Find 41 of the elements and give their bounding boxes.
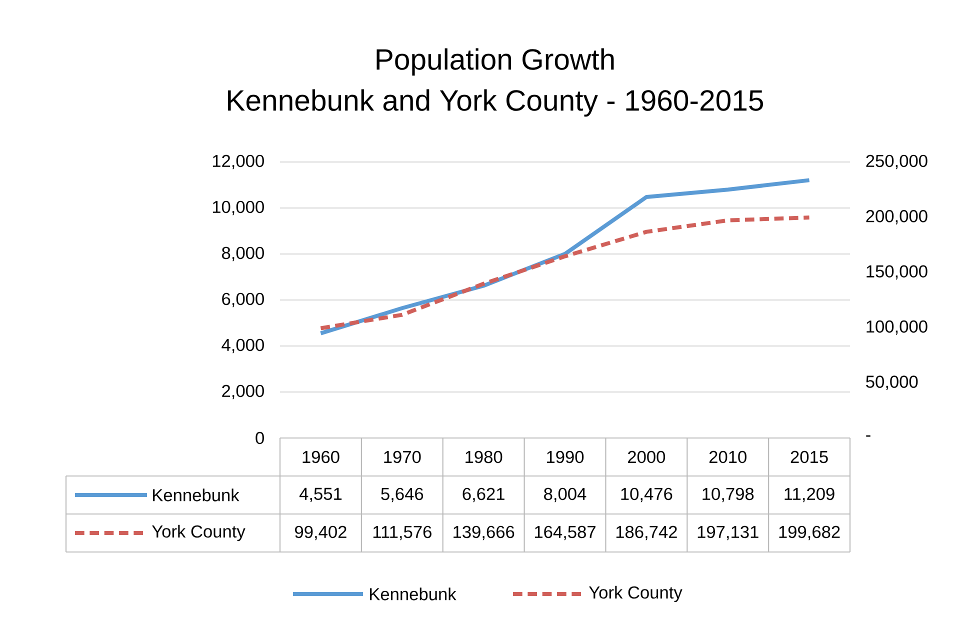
- x-tick-label: 1970: [384, 450, 421, 464]
- data-label: 5,646: [381, 488, 424, 502]
- y2-tick-label: 100,000: [866, 320, 928, 335]
- y-tick-label: 6,000: [222, 292, 264, 308]
- data-label: 199,682: [779, 526, 840, 540]
- chart-subtitle: Kennebunk and York County - 1960-2015: [228, 89, 764, 117]
- x-tick-label: 2000: [628, 450, 666, 464]
- text: Kennebunk: [370, 588, 456, 600]
- legend-label: York County: [152, 524, 246, 542]
- y2-tick-label: 250,000: [866, 154, 928, 170]
- data-label: 11,209: [784, 488, 834, 502]
- data-label: 10,798: [702, 488, 754, 502]
- y2-tick-label: -: [866, 435, 870, 437]
- y2-tick-label: 200,000: [866, 210, 928, 224]
- y-tick-label: 2,000: [222, 384, 264, 400]
- y-tick-label: 0: [256, 432, 264, 444]
- text: York County: [588, 586, 682, 602]
- y-tick-label: 12,000: [212, 154, 264, 170]
- data-label: 10,476: [621, 488, 672, 502]
- x-tick-label: 1960: [302, 450, 340, 464]
- x-tick-label: 1990: [547, 450, 584, 464]
- line-series: [318, 216, 812, 330]
- data-label: 139,666: [454, 526, 514, 540]
- x-tick-label: 2010: [709, 450, 746, 464]
- data-label: 8,004: [544, 488, 586, 502]
- x-tick-label: 2015: [790, 450, 828, 464]
- chart-title: Population Growth: [376, 48, 614, 76]
- y-tick-label: 10,000: [212, 200, 264, 216]
- data-label: 186,742: [616, 526, 677, 540]
- data-label: 164,587: [535, 526, 596, 540]
- legend-label: Kennebunk: [153, 488, 240, 502]
- data-label: 6,621: [462, 488, 504, 502]
- x-tick-label: 1980: [466, 450, 502, 464]
- data-label: 4,551: [299, 488, 342, 502]
- data-label: 197,131: [698, 526, 758, 540]
- y2-tick-label: 150,000: [866, 265, 928, 280]
- y-tick-label: 4,000: [222, 338, 264, 354]
- y-tick-label: 8,000: [222, 246, 264, 262]
- data-label: 99,402: [295, 526, 346, 540]
- y2-tick-label: 50,000: [866, 376, 918, 390]
- data-label: 111,576: [373, 526, 432, 540]
